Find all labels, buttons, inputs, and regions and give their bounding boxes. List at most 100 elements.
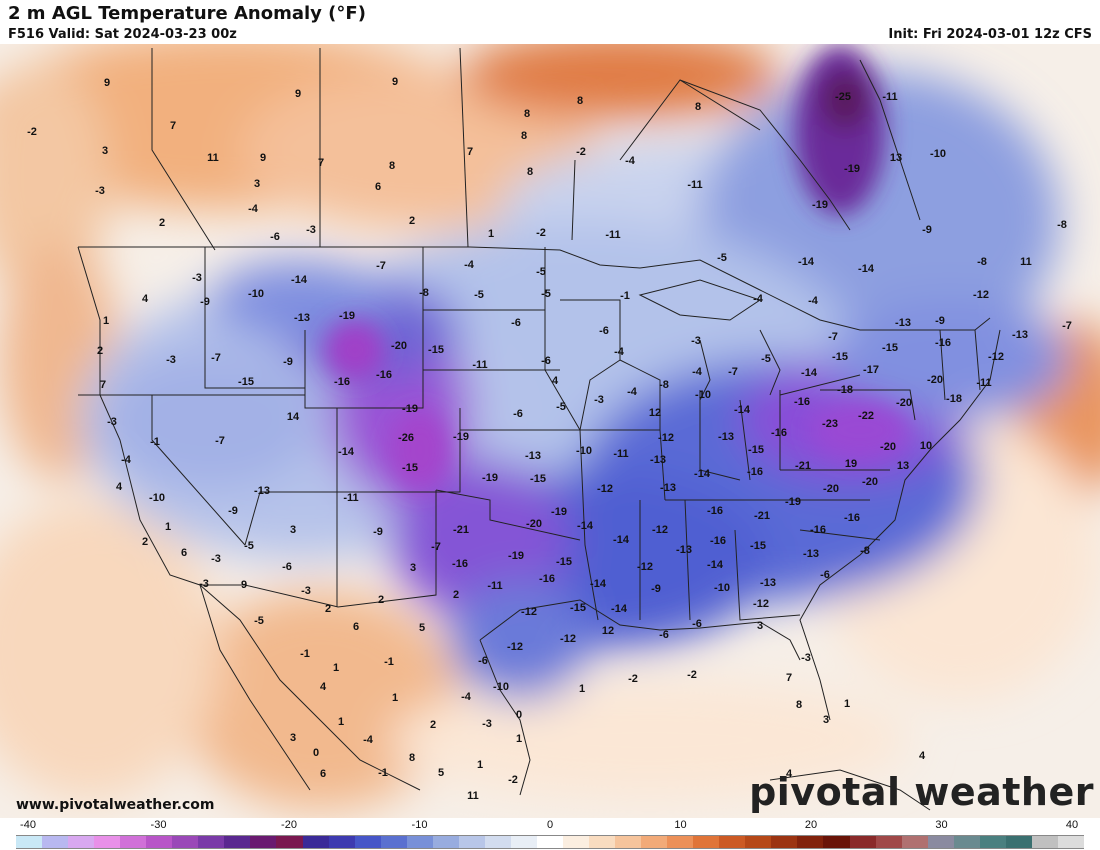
anomaly-value: -20	[391, 340, 407, 352]
anomaly-value: 3	[410, 562, 416, 574]
state-line	[684, 499, 691, 621]
anomaly-value: -26	[398, 432, 414, 444]
anomaly-value: -16	[334, 376, 350, 388]
anomaly-value: -13	[676, 544, 692, 556]
anomaly-value: 8	[409, 752, 415, 764]
anomaly-value: -13	[254, 485, 270, 497]
province-line	[151, 48, 216, 251]
anomaly-value: -19	[844, 163, 860, 175]
anomaly-value: -20	[896, 397, 912, 409]
website-url[interactable]: www.pivotalweather.com	[16, 797, 215, 813]
anomaly-value: -2	[536, 227, 546, 239]
anomaly-value: -8	[1057, 219, 1067, 231]
anomaly-value: -15	[530, 473, 546, 485]
anomaly-value: 13	[897, 460, 909, 472]
colorbar-swatch	[641, 836, 668, 848]
anomaly-value: -9	[228, 505, 238, 517]
colorbar-swatch	[250, 836, 277, 848]
anomaly-value: -7	[728, 366, 738, 378]
anomaly-value: 5	[419, 622, 425, 634]
anomaly-value: -14	[577, 520, 594, 532]
anomaly-value: 4	[552, 375, 559, 387]
anomaly-value: 12	[649, 407, 661, 419]
anomaly-value: -13	[294, 312, 310, 324]
anomaly-value: 0	[313, 747, 319, 759]
lake-michigan	[699, 339, 711, 401]
anomaly-value: 1	[333, 662, 339, 674]
anomaly-value: 1	[165, 521, 171, 533]
colorbar-swatch	[224, 836, 251, 848]
anomaly-value: -9	[373, 526, 383, 538]
anomaly-map[interactable]: 9 9 9 8 8 8 -2 7 8 -2 3 11 9 7 7 8 -4 8 3 6 -3 -11 -4 2 2 -6 -3 1 -2…	[0, 44, 1100, 820]
anomaly-value: 1	[844, 698, 850, 710]
colorbar-swatch	[667, 836, 694, 848]
anomaly-value: -8	[977, 256, 987, 268]
colorbar-swatch	[1031, 836, 1058, 848]
anomaly-value: -4	[614, 346, 625, 358]
anomaly-value: 7	[100, 379, 106, 391]
anomaly-field	[0, 44, 1100, 810]
anomaly-value: 4	[919, 750, 926, 762]
colorbar-swatch	[927, 836, 954, 848]
colorbar-tick-label: 20	[804, 819, 818, 831]
anomaly-value: 0	[516, 709, 522, 721]
anomaly-value: 2	[409, 215, 415, 227]
state-line	[799, 529, 881, 541]
anomaly-value: -16	[707, 505, 723, 517]
anomaly-value: -3	[166, 354, 176, 366]
anomaly-value: 9	[392, 76, 398, 88]
anomaly-value: -4	[625, 155, 636, 167]
anomaly-value: -6	[659, 629, 669, 641]
colorbar-tick-label: -20	[281, 819, 297, 831]
anomaly-value: 4	[116, 481, 123, 493]
anomaly-value: -19	[482, 472, 498, 484]
anomaly-value: -10	[576, 445, 592, 457]
anomaly-value: -21	[453, 524, 469, 536]
anomaly-value: 11	[467, 790, 479, 802]
colorbar-swatch	[94, 836, 121, 848]
anomaly-value: -10	[493, 681, 509, 693]
anomaly-value: 3	[254, 178, 260, 190]
colorbar-swatch	[432, 836, 459, 848]
anomaly-value: -3	[801, 652, 811, 664]
anomaly-value: -16	[747, 466, 763, 478]
anomaly-value: -4	[248, 203, 259, 215]
map-title: 2 m AGL Temperature Anomaly (°F)	[8, 3, 366, 24]
anomaly-value: -7	[211, 352, 221, 364]
anomaly-value: -4	[753, 293, 764, 305]
mexico-gulf-coast	[479, 639, 531, 796]
anomaly-value: 9	[260, 152, 266, 164]
anomaly-value: -4	[808, 295, 819, 307]
colorbar-swatch	[745, 836, 772, 848]
boundaries	[77, 47, 1001, 811]
colorbar-swatch	[719, 836, 746, 848]
anomaly-value: -7	[1062, 320, 1072, 332]
colorbar-swatch	[172, 836, 199, 848]
anomaly-value: -1	[620, 290, 630, 302]
anomaly-value: -3	[199, 578, 209, 590]
anomaly-value: -5	[244, 540, 254, 552]
anomaly-value: 6	[375, 181, 381, 193]
quebec-coast	[859, 59, 921, 221]
state-line	[734, 529, 801, 621]
anomaly-value: -7	[431, 541, 441, 553]
anomaly-value: 8	[527, 166, 533, 178]
anomaly-value: -13	[803, 548, 819, 560]
anomaly-value: -13	[760, 577, 776, 589]
anomaly-value: -6	[820, 569, 830, 581]
anomaly-value: 2	[142, 536, 148, 548]
anomaly-value: -21	[754, 510, 770, 522]
anomaly-value: -3	[306, 224, 316, 236]
colorbar-tick-label: 10	[674, 819, 687, 831]
anomaly-value: -14	[338, 446, 355, 458]
anomaly-value: -9	[935, 315, 945, 327]
anomaly-value: 8	[695, 101, 701, 113]
anomaly-value: -16	[935, 337, 951, 349]
anomaly-value: -14	[694, 468, 711, 480]
lake-huron	[759, 329, 781, 396]
anomaly-value: -19	[453, 431, 469, 443]
anomaly-value: -23	[822, 418, 838, 430]
colorbar-tick-label: -40	[20, 819, 36, 831]
